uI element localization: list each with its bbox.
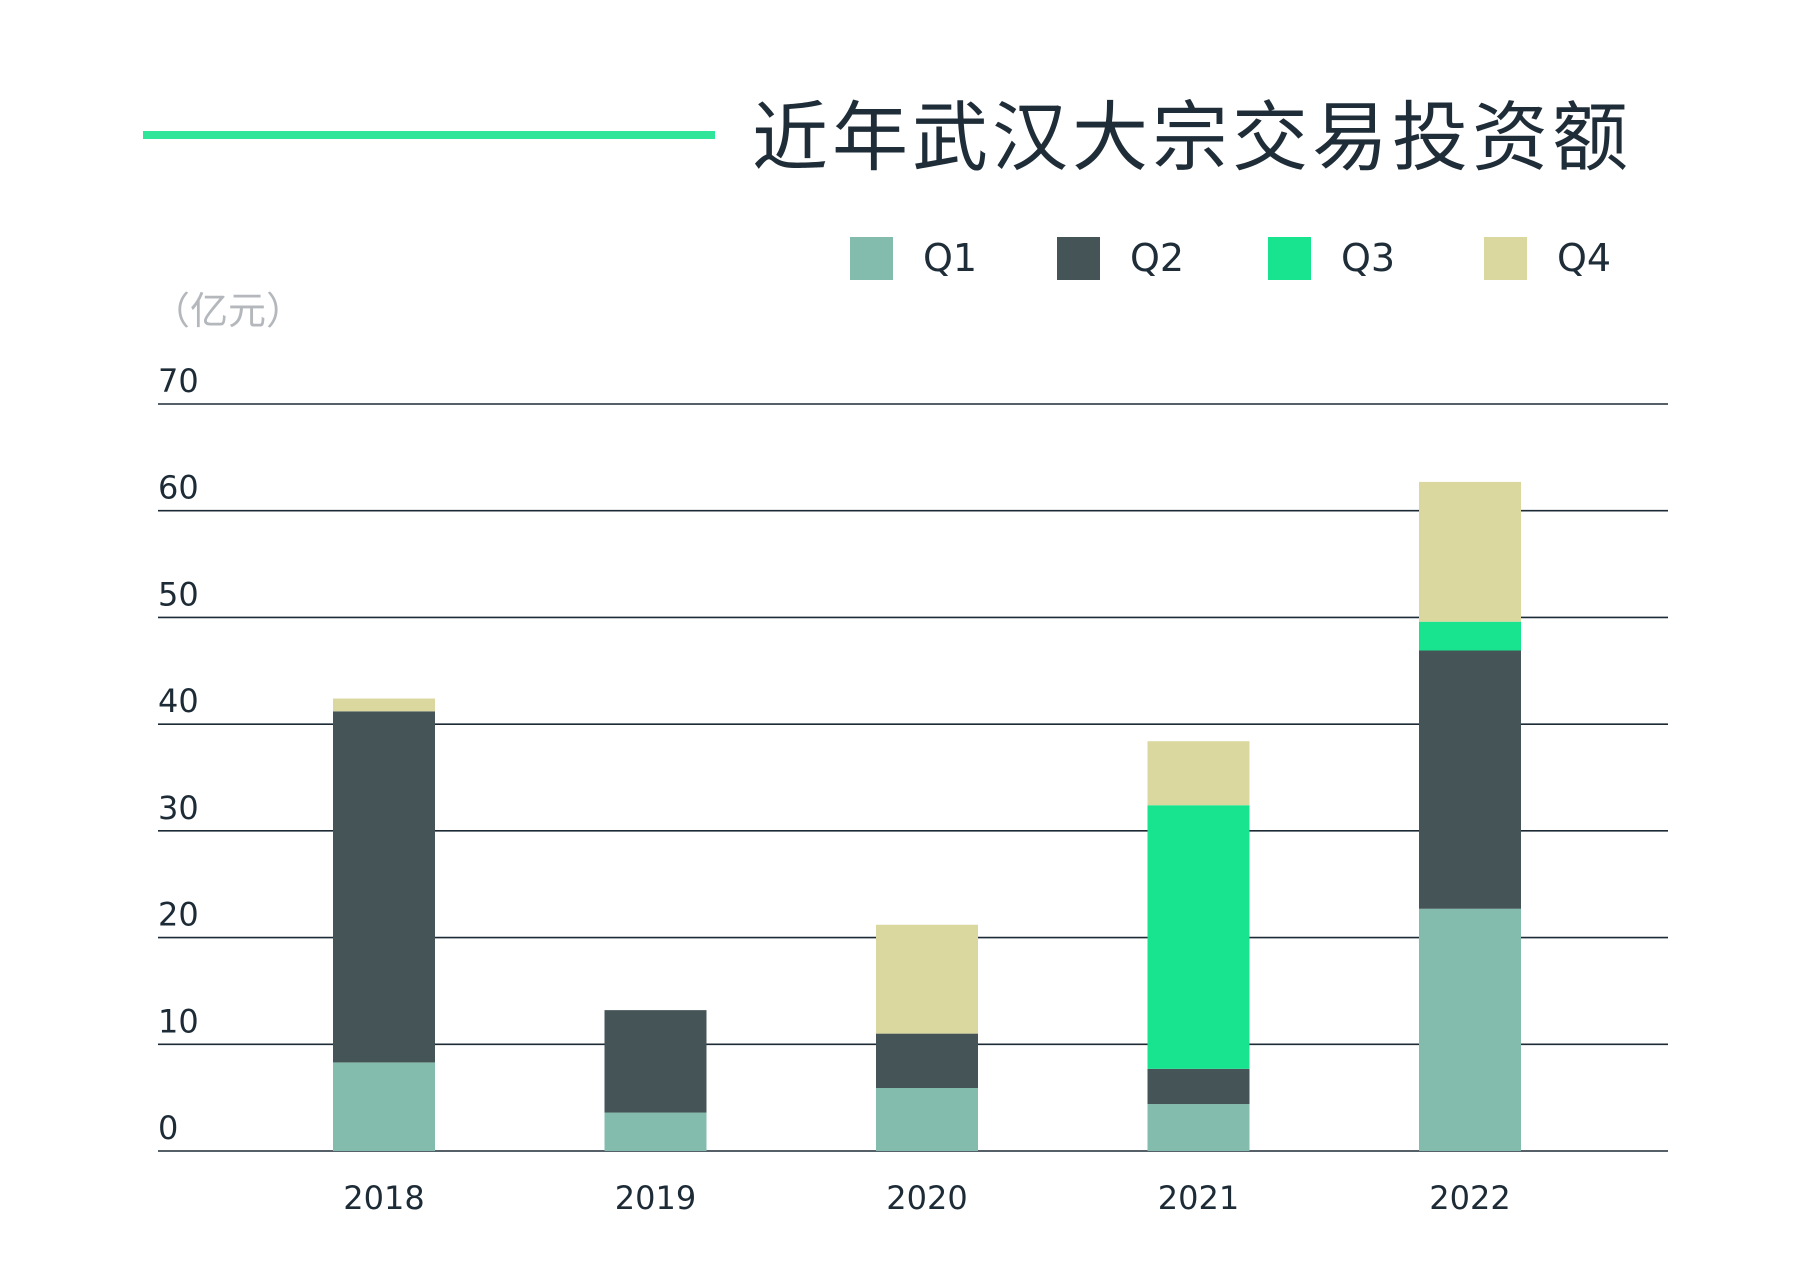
bar-2021-q3 <box>1147 805 1250 1069</box>
bar-2021-q1 <box>1147 1104 1250 1151</box>
y-axis-unit-label: （亿元） <box>152 289 305 333</box>
bar-2022-q2 <box>1419 650 1521 909</box>
x-tick-label-2018: 2018 <box>343 1179 424 1217</box>
bar-2018-q4 <box>333 698 435 712</box>
y-tick-label-50: 50 <box>158 575 199 613</box>
legend-label-q4: Q4 <box>1557 236 1612 280</box>
bar-2022-q3 <box>1419 621 1521 651</box>
bar-2021-q2 <box>1147 1068 1250 1105</box>
x-tick-label-2021: 2021 <box>1158 1179 1239 1217</box>
y-tick-label-20: 20 <box>158 896 199 934</box>
legend-label-q1: Q1 <box>923 236 978 280</box>
title-accent-line <box>143 131 715 139</box>
bar-2020-q2 <box>876 1033 978 1089</box>
bar-2018-q2 <box>333 711 435 1063</box>
y-tick-label-30: 30 <box>158 789 199 827</box>
chart-title: 近年武汉大宗交易投资额 <box>752 93 1632 182</box>
x-tick-label-2022: 2022 <box>1429 1179 1510 1217</box>
y-tick-label-40: 40 <box>158 682 199 720</box>
x-tick-label-2020: 2020 <box>886 1179 967 1217</box>
x-tick-label-2019: 2019 <box>615 1179 696 1217</box>
y-tick-label-60: 60 <box>158 469 199 507</box>
legend-label-q2: Q2 <box>1130 236 1185 280</box>
y-tick-label-70: 70 <box>158 362 199 400</box>
bar-2021-q4 <box>1147 741 1250 806</box>
legend-swatch-q4 <box>1484 237 1527 280</box>
bar-2018-q1 <box>333 1062 435 1151</box>
bar-2020-q4 <box>876 924 978 1034</box>
bar-2020-q1 <box>876 1088 978 1151</box>
y-tick-label-10: 10 <box>158 1002 199 1040</box>
y-tick-label-0: 0 <box>158 1109 178 1147</box>
legend-label-q3: Q3 <box>1341 236 1396 280</box>
bar-2022-q1 <box>1419 908 1521 1151</box>
legend-swatch-q2 <box>1057 237 1100 280</box>
legend-swatch-q1 <box>850 237 893 280</box>
bar-2019-q1 <box>604 1112 707 1151</box>
legend-swatch-q3 <box>1268 237 1311 280</box>
bar-2022-q4 <box>1419 481 1521 622</box>
bar-2019-q2 <box>604 1010 707 1113</box>
